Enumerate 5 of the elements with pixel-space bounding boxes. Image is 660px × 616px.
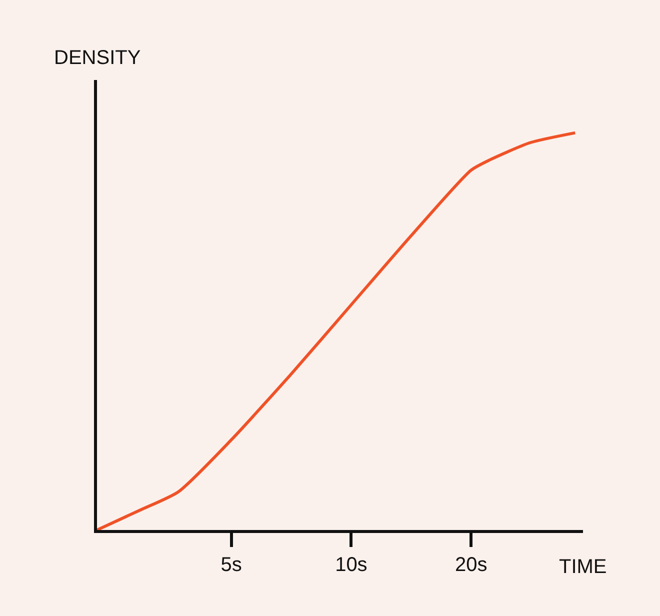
x-tick-label: 20s: [454, 554, 488, 576]
x-tick-label: 5s: [220, 554, 242, 576]
x-tick-label: 10s: [335, 554, 368, 576]
y-axis-title: DENSITY: [54, 47, 141, 69]
x-axis-title: TIME: [559, 556, 607, 578]
